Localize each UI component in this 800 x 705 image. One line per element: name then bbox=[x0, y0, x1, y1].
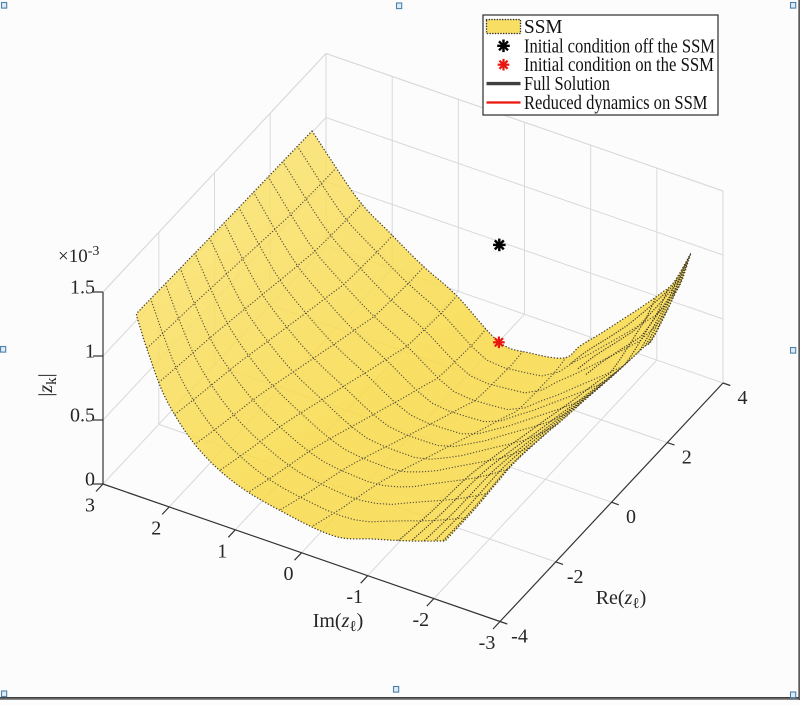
svg-text:0: 0 bbox=[626, 506, 636, 528]
svg-text:1: 1 bbox=[217, 540, 227, 562]
svg-text:Re(zℓ): Re(zℓ) bbox=[596, 587, 647, 612]
svg-text:|zk|: |zk| bbox=[35, 373, 60, 396]
svg-text:2: 2 bbox=[151, 517, 161, 539]
svg-text:-1: -1 bbox=[346, 586, 363, 608]
svg-text:3: 3 bbox=[85, 495, 95, 517]
svg-text:-4: -4 bbox=[511, 626, 528, 648]
svg-text:-2: -2 bbox=[412, 609, 429, 631]
svg-text:1: 1 bbox=[85, 341, 95, 363]
svg-text:Reduced dynamics on SSM: Reduced dynamics on SSM bbox=[524, 93, 708, 114]
svg-text:Im(zℓ): Im(zℓ) bbox=[313, 610, 364, 635]
svg-text:1.5: 1.5 bbox=[70, 277, 95, 299]
svg-text:SSM: SSM bbox=[524, 17, 563, 38]
svg-text:Initial condition off the SSM: Initial condition off the SSM bbox=[524, 36, 715, 57]
svg-text:Initial condition on the SSM: Initial condition on the SSM bbox=[524, 55, 714, 76]
svg-text:0.5: 0.5 bbox=[70, 405, 95, 427]
svg-text:-3: -3 bbox=[479, 632, 496, 654]
svg-text:-2: -2 bbox=[567, 566, 584, 588]
svg-text:4: 4 bbox=[738, 387, 748, 409]
svg-text:0: 0 bbox=[284, 563, 294, 585]
svg-text:Full Solution: Full Solution bbox=[524, 74, 610, 95]
svg-text:2: 2 bbox=[682, 447, 692, 469]
svg-text:0: 0 bbox=[85, 469, 95, 491]
